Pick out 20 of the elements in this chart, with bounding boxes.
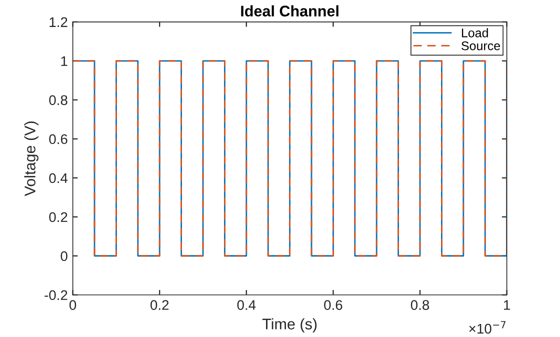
- legend-label: Source: [462, 41, 500, 50]
- y-tick-label: 0.4: [49, 173, 68, 184]
- x-tick-label: 0: [69, 300, 76, 310]
- x-tick-label: 0.2: [150, 300, 169, 310]
- y-tick-label: 0: [60, 251, 68, 262]
- text: ×10$^{−7}$: [469, 321, 506, 334]
- chart-title: Ideal Channel: [241, 5, 338, 16]
- x-tick-label: 0.4: [237, 300, 256, 310]
- y-tick-label: 0.8: [49, 95, 68, 106]
- x-tick-label: 1: [504, 300, 510, 310]
- y-tick-label: 1.2: [50, 17, 68, 27]
- y-axis-title: Voltage (V): [24, 122, 38, 196]
- legend-label: Load: [462, 28, 488, 38]
- y-tick-label: -0.2: [44, 290, 68, 300]
- x-tick-label: 0.8: [410, 300, 430, 310]
- y-tick-label: 0.2: [49, 212, 68, 222]
- y-tick-label: 1: [61, 56, 68, 66]
- x-axis-title: Time (s): [262, 318, 317, 332]
- x-tick-label: 0.6: [324, 300, 342, 310]
- y-tick-label: 0.6: [49, 134, 68, 144]
